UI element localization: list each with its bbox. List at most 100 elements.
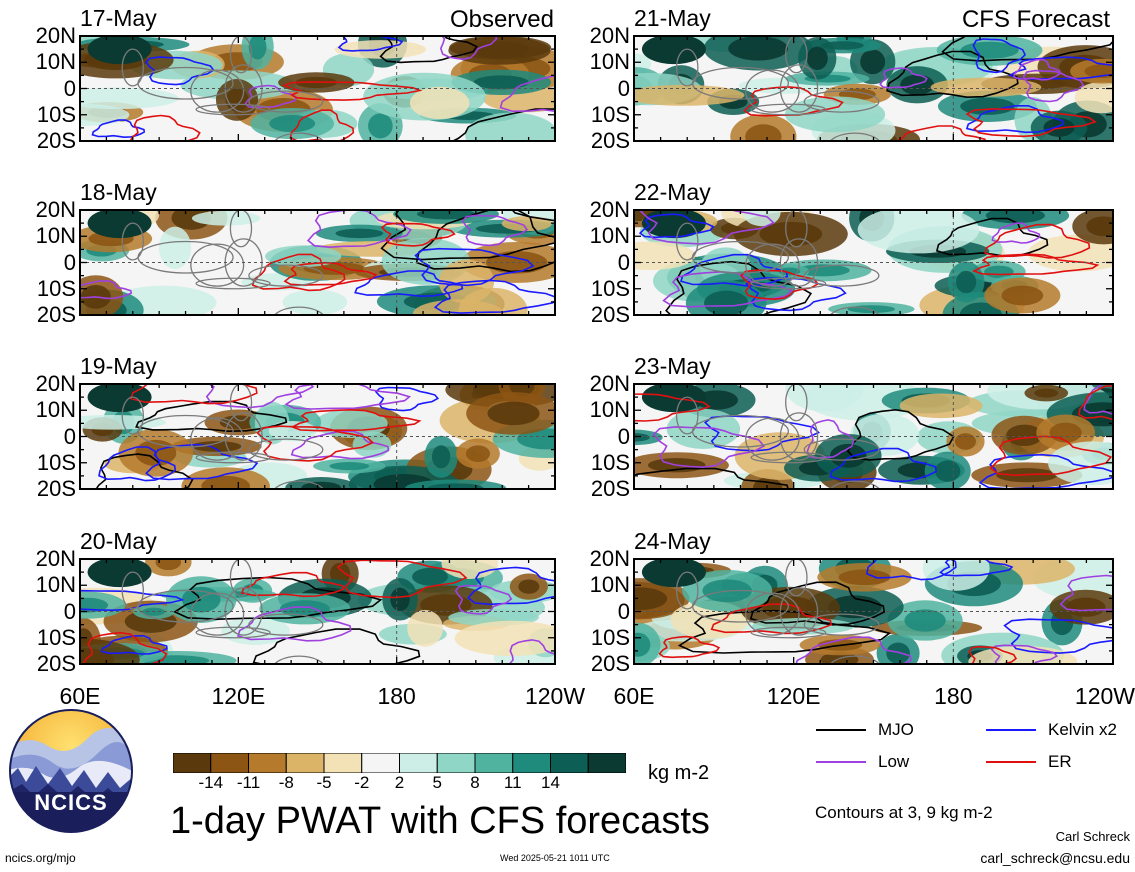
pwat-anomaly-core [634,587,668,611]
coastline [121,396,144,435]
colorbar-segment [248,752,287,774]
coastline [248,264,324,287]
y-tick-label: 20N [589,371,630,396]
pwat-anomaly-core [518,579,540,594]
Low-contour [879,67,928,89]
y-tick-label: 10N [589,572,630,598]
pwat-anomaly-core [420,594,472,616]
pwat-anomaly-core [486,251,548,274]
pwat-anomaly-strong [641,36,706,65]
y-tick-label: 0 [63,598,76,624]
colorbar-segment [285,752,325,774]
y-tick-label: 20S [590,302,630,327]
legend-swatch [816,729,866,731]
y-tick-label: 10N [35,223,76,249]
y-tick-label: 10S [36,101,76,127]
pwat-anomaly-core [1034,388,1059,398]
pwat-anomaly [465,112,555,141]
x-tick-label: 120W [1074,683,1135,709]
coastline [803,264,880,287]
pwat-anomaly-core [219,415,258,430]
chart-title: 1-day PWAT with CFS forecasts [170,800,710,842]
coastline [273,480,325,489]
panel-date-label: 23-May [634,353,711,379]
coastline [675,48,699,87]
x-tick-label: 120E [766,683,821,709]
y-tick-label: 20S [590,128,630,153]
y-tick-label: 10S [590,275,630,301]
y-tick-label: 20S [36,302,76,327]
coastline [803,438,880,461]
x-tick-label: 120W [524,683,586,709]
ER-contour [972,253,1100,276]
Kelvin x2-contour [414,247,535,287]
y-tick-label: 20S [36,651,76,676]
coastline [229,36,253,74]
ER-contour [251,253,346,292]
coastline [121,222,144,261]
Kelvin x2-contour [467,566,555,606]
pwat-anomaly-core [1065,597,1106,617]
y-tick-label: 10N [589,49,630,75]
colorbar-tick-label: 5 [432,773,442,792]
coastline [829,480,881,489]
MJO-contour [252,628,421,664]
pwat-anomaly [409,86,470,120]
ER-contour [634,393,711,422]
pwat-anomaly-core [465,445,491,463]
ER-contour [965,108,1097,138]
colorbar-segment [323,752,363,774]
coastline [273,655,325,664]
pwat-anomaly-core [956,270,977,294]
MJO-contour [846,408,955,461]
y-tick-label: 10N [35,572,76,598]
pwat-anomaly-core [155,559,182,571]
y-tick-label: 10S [590,624,630,650]
panel-date-label: 24-May [634,528,711,554]
Kelvin x2-contour [91,119,146,139]
y-tick-label: 0 [63,75,76,101]
x-tick-label: 180 [377,683,416,709]
pwat-anomaly-core [985,210,1045,224]
pwat-anomaly [922,559,990,591]
x-tick-label: 120E [211,683,266,709]
pwat-anomaly-core [753,477,783,489]
y-tick-label: 10S [36,449,76,475]
contour-note: Contours at 3, 9 kg m-2 [815,803,993,822]
pwat-anomaly [441,559,499,579]
Kelvin x2-contour [829,447,937,483]
panel-21-May [634,36,1113,141]
pwat-anomaly [282,289,348,315]
Low-contour [990,644,1059,664]
coastline [745,243,800,287]
coastline [745,417,800,461]
legend-label: MJO [878,720,914,739]
legend-swatch [816,761,866,763]
pwat-anomaly-core [900,74,935,96]
coastline [195,103,271,116]
pwat-anomaly-core [390,587,410,612]
pwat-anomaly-strong [641,210,706,239]
pwat-anomaly-core [225,88,249,112]
colorbar-tick-label: -2 [354,773,370,792]
legend-label: Kelvin x2 [1048,720,1117,739]
legend-label: Low [878,752,910,771]
Kelvin x2-contour [145,56,215,86]
coastline [121,48,144,87]
Kelvin x2-contour [972,38,1027,74]
coastline [229,559,253,597]
ncics-logo [9,709,133,833]
MJO-contour [380,210,555,261]
Low-contour [306,210,413,249]
Low-contour [652,426,766,469]
pwat-anomaly [454,620,555,656]
y-tick-label: 10S [36,275,76,301]
Low-contour [508,639,555,664]
colorbar-segment [512,752,551,774]
pwat-anomaly-core [487,401,540,426]
y-tick-label: 0 [617,249,630,275]
colorbar-tick-label: 2 [394,773,405,792]
Kelvin x2-contour [98,446,177,482]
coastline [829,306,881,315]
pwat-anomaly-core [778,267,801,276]
